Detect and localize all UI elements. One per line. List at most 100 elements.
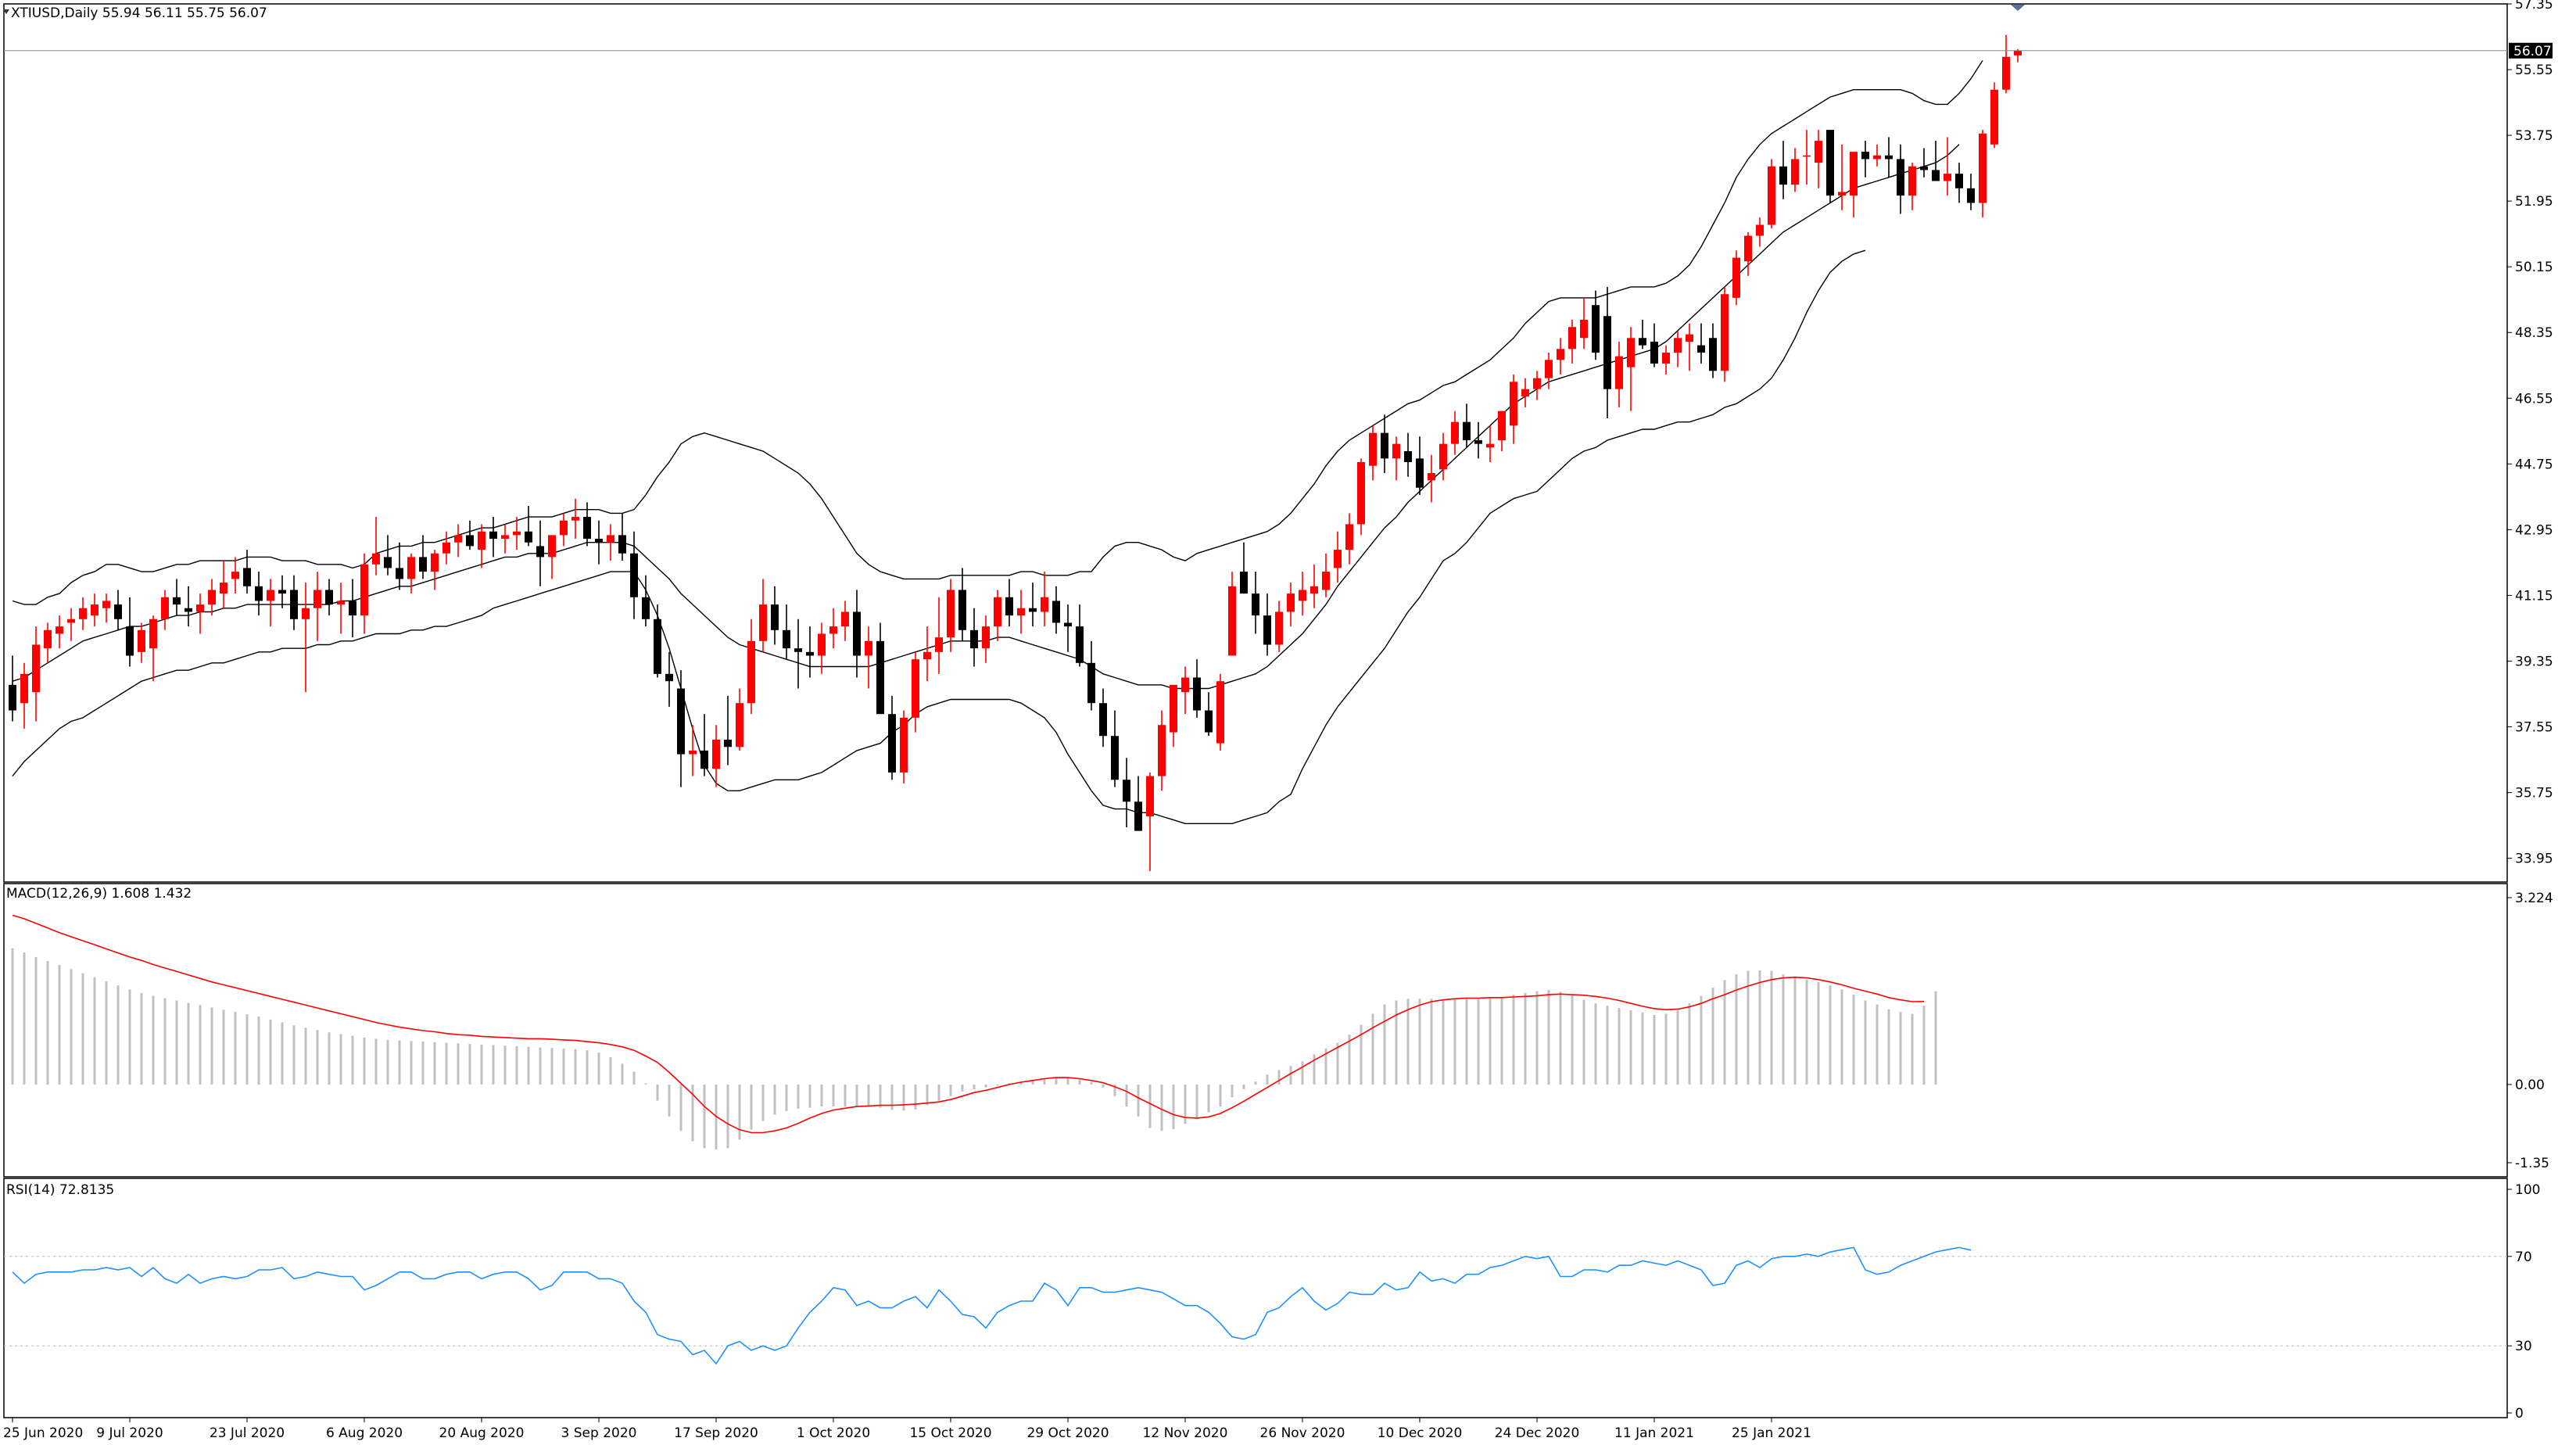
candle-body	[2014, 50, 2022, 56]
candle-body	[79, 608, 87, 619]
candle	[1005, 579, 1013, 627]
candle-body	[818, 633, 826, 656]
candle-body	[1486, 443, 1494, 448]
candle-body	[642, 597, 650, 619]
candle	[1615, 341, 1623, 407]
candle	[1650, 323, 1658, 368]
price-tick-label: 42.95	[2515, 522, 2553, 538]
candle-body	[1170, 684, 1177, 733]
candle	[1416, 436, 1424, 496]
candle	[1521, 378, 1529, 407]
candle-body	[302, 608, 310, 619]
candle-body	[513, 531, 521, 536]
candle-body	[900, 717, 908, 773]
candle-body	[1404, 451, 1412, 463]
candle-body	[489, 531, 497, 540]
candle	[431, 550, 439, 590]
x-tick-label: 15 Oct 2020	[909, 1425, 991, 1441]
candle	[442, 531, 450, 565]
candle-body	[220, 583, 228, 594]
candle	[982, 615, 990, 663]
panel-frames	[3, 3, 2508, 1418]
candle	[548, 535, 556, 579]
candle	[642, 575, 650, 627]
candle-body	[1322, 572, 1330, 590]
candle-body	[1791, 159, 1799, 185]
axes: 56.07 57.35 55.55 53.75 51.95 50.15 48.35 46.55…	[3, 0, 2553, 1441]
candle	[1498, 411, 1506, 452]
candle-body	[1580, 319, 1588, 339]
candle	[1920, 148, 1928, 177]
candle	[2014, 48, 2022, 63]
candle	[1123, 758, 1130, 827]
candle	[349, 579, 356, 638]
candle	[1709, 323, 1717, 378]
candle-body	[1205, 710, 1213, 733]
candle	[44, 622, 52, 663]
candle	[806, 626, 814, 678]
candle-body	[442, 542, 450, 554]
candle-body	[794, 648, 802, 652]
candle	[1252, 572, 1259, 634]
candle	[1322, 553, 1330, 597]
x-tick-label: 24 Dec 2020	[1495, 1425, 1580, 1441]
menu-caret-icon[interactable]	[3, 9, 9, 14]
candle	[1815, 130, 1822, 188]
price-tick-label: 48.35	[2515, 325, 2553, 341]
candle	[1170, 684, 1177, 748]
candle-body	[372, 553, 380, 565]
price-tick-label: 53.75	[2515, 128, 2553, 144]
rsi-tick-label: 30	[2515, 1339, 2532, 1354]
candle-body	[1287, 593, 1295, 612]
macd-histogram	[11, 948, 1937, 1149]
candle	[360, 553, 368, 634]
candle-body	[419, 557, 427, 572]
candle	[1674, 330, 1682, 368]
candle	[935, 597, 943, 674]
candle-body	[1099, 703, 1107, 737]
candle	[185, 586, 192, 627]
candle	[1463, 403, 1471, 448]
candle	[1334, 531, 1342, 583]
candle-body	[865, 640, 872, 656]
candle-body	[1041, 597, 1048, 612]
shift-marker-icon[interactable]	[2011, 5, 2025, 11]
candle-body	[337, 601, 345, 605]
candle	[1381, 414, 1388, 474]
candle-body	[1064, 622, 1072, 627]
candle	[947, 579, 955, 652]
candle	[1803, 130, 1811, 185]
candle	[1897, 144, 1904, 214]
candle	[1181, 666, 1189, 715]
candle-body	[1803, 155, 1811, 157]
candle	[138, 622, 145, 663]
candle-body	[1697, 345, 1705, 353]
candle-body	[290, 590, 298, 619]
price-tick-label: 37.55	[2515, 720, 2553, 736]
rsi-polyline	[12, 1246, 1972, 1365]
candle-body	[173, 597, 181, 605]
price-panel-title: XTIUSD,Daily 55.94 56.11 55.75 56.07	[11, 5, 267, 21]
candle	[1439, 432, 1447, 481]
candle-body	[1076, 626, 1084, 663]
panel-border-0	[3, 3, 2508, 883]
x-tick-label: 11 Jan 2021	[1614, 1425, 1694, 1441]
candle	[771, 586, 779, 645]
x-tick-label: 6 Aug 2020	[326, 1425, 403, 1441]
candle	[79, 597, 87, 630]
candle	[302, 583, 310, 693]
candle	[1861, 141, 1869, 177]
candle-body	[126, 626, 134, 656]
x-tick-label: 29 Oct 2020	[1026, 1425, 1109, 1441]
candle	[900, 710, 908, 783]
candle	[278, 575, 286, 608]
x-tick-label: 10 Dec 2020	[1378, 1425, 1463, 1441]
x-tick-label: 12 Nov 2020	[1143, 1425, 1228, 1441]
candle-body	[970, 629, 978, 649]
candle-body	[665, 673, 673, 682]
x-tick-label: 3 Sep 2020	[561, 1425, 637, 1441]
candle-body	[630, 553, 638, 597]
candle-body	[9, 684, 16, 711]
panel-border-1	[3, 883, 2508, 1178]
candle-body	[654, 619, 661, 674]
